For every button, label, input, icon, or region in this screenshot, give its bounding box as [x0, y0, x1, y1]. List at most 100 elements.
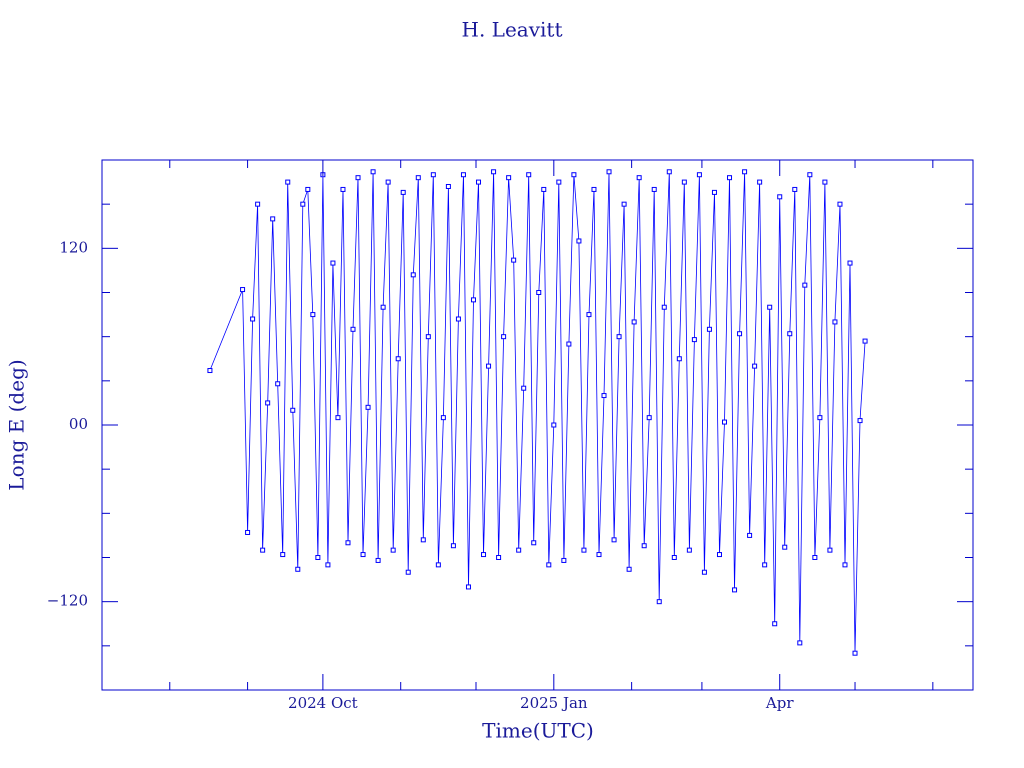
data-point — [435, 562, 441, 568]
x-tick-label: 2025 Jan — [520, 694, 588, 712]
data-point — [450, 543, 456, 549]
data-point — [335, 415, 341, 421]
data-point — [295, 566, 301, 572]
data-point — [716, 552, 722, 558]
data-point — [551, 422, 557, 428]
data-point — [325, 562, 331, 568]
data-point — [862, 338, 868, 344]
data-point — [681, 179, 687, 185]
data-point — [621, 201, 627, 207]
data-point — [676, 356, 682, 362]
data-point — [732, 587, 738, 593]
data-point — [571, 172, 577, 178]
data-point — [350, 326, 356, 332]
data-point — [842, 562, 848, 568]
data-point — [305, 186, 311, 192]
data-point — [390, 547, 396, 553]
data-point — [576, 238, 582, 244]
data-point — [757, 179, 763, 185]
data-point — [616, 334, 622, 340]
data-point — [706, 326, 712, 332]
data-point — [767, 304, 773, 310]
data-point — [440, 415, 446, 421]
data-point — [651, 186, 657, 192]
data-point — [807, 172, 813, 178]
data-point — [405, 569, 411, 575]
data-point — [777, 194, 783, 200]
x-tick-label: 2024 Oct — [288, 694, 358, 712]
data-point — [686, 547, 692, 553]
data-point — [400, 189, 406, 195]
data-point — [531, 540, 537, 546]
data-point — [601, 393, 607, 399]
data-point — [696, 172, 702, 178]
data-point — [370, 169, 376, 175]
data-point — [611, 537, 617, 543]
data-point — [425, 334, 431, 340]
data-point — [300, 201, 306, 207]
data-point — [445, 184, 451, 189]
data-point — [330, 260, 336, 266]
data-point — [666, 169, 672, 175]
data-point — [265, 400, 271, 406]
data-point — [797, 640, 803, 646]
data-point — [521, 385, 527, 391]
data-point — [260, 547, 266, 553]
data-point — [541, 186, 547, 192]
data-point — [636, 175, 642, 181]
data-point — [762, 562, 768, 568]
data-point — [656, 599, 662, 605]
data-point — [460, 172, 466, 178]
data-point — [606, 169, 612, 175]
data-point — [641, 543, 647, 549]
data-point — [465, 584, 471, 590]
data-point — [470, 297, 476, 303]
data-point — [290, 407, 296, 413]
data-point — [591, 186, 597, 192]
data-point — [772, 621, 778, 627]
data-point — [380, 304, 386, 310]
data-point — [857, 418, 863, 424]
data-point — [340, 186, 346, 192]
data-point — [822, 179, 828, 185]
data-point — [365, 404, 371, 410]
data-point — [837, 201, 843, 207]
x-axis-label: Time(UTC) — [482, 719, 594, 743]
data-point — [481, 552, 487, 558]
x-tick-label: Apr — [765, 694, 794, 712]
data-point — [817, 415, 823, 421]
data-point — [727, 175, 733, 181]
data-line — [209, 171, 866, 654]
data-point — [516, 547, 522, 553]
data-point — [787, 331, 793, 337]
data-point — [395, 356, 401, 362]
data-point — [737, 331, 743, 337]
data-point — [280, 552, 286, 558]
data-point — [240, 287, 246, 293]
data-point — [506, 175, 512, 181]
data-point — [561, 557, 567, 563]
data-point — [566, 341, 572, 347]
data-point — [496, 555, 502, 560]
data-point — [691, 337, 697, 343]
data-point — [455, 316, 461, 322]
data-point — [626, 566, 632, 572]
data-point — [711, 189, 717, 195]
data-point — [250, 316, 256, 322]
data-point — [671, 555, 677, 560]
y-tick-label: −120 — [47, 592, 88, 610]
data-point — [847, 260, 853, 266]
chart-title: H. Leavitt — [462, 18, 563, 42]
data-point — [802, 282, 808, 288]
data-point — [631, 319, 637, 325]
data-point — [827, 547, 833, 553]
data-point — [415, 175, 421, 181]
data-point — [792, 186, 798, 192]
data-point — [526, 172, 532, 178]
y-tick-label: 00 — [69, 415, 88, 433]
data-point — [596, 552, 602, 558]
data-point — [536, 290, 542, 295]
data-point — [420, 537, 426, 543]
data-point — [491, 169, 497, 175]
